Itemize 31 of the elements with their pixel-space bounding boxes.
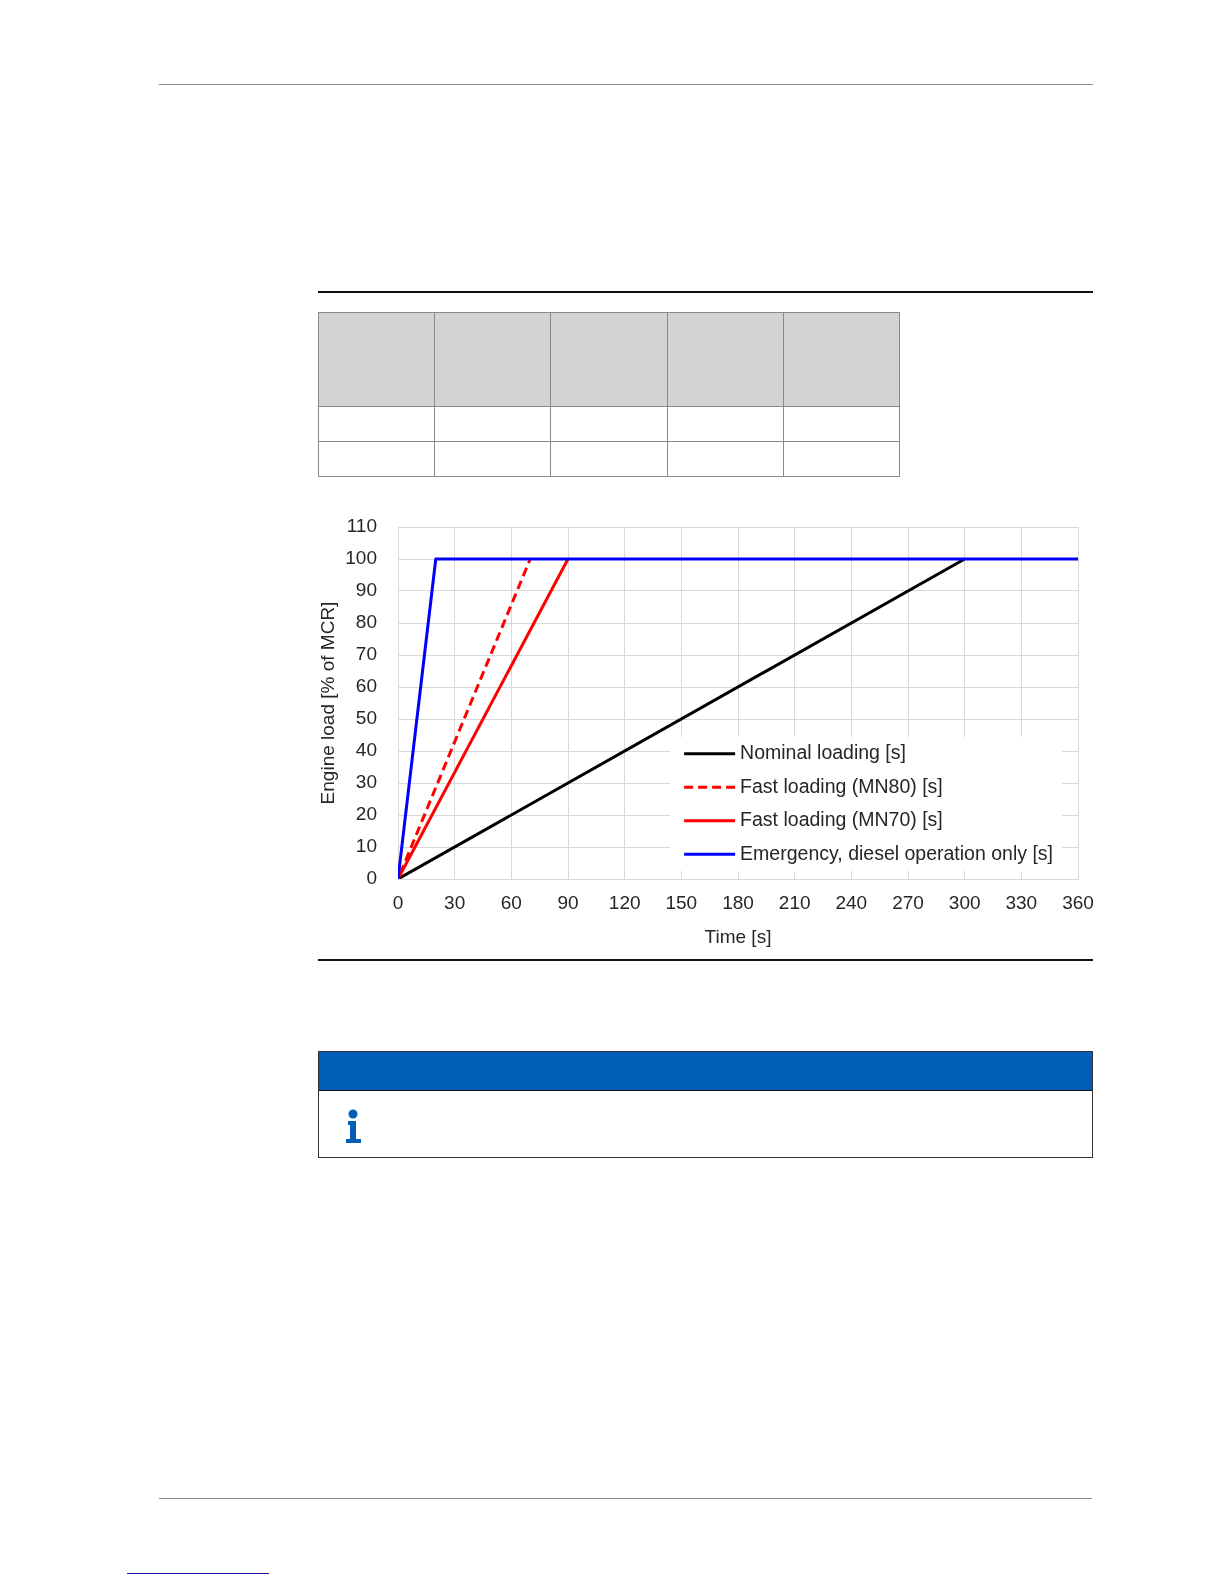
x-tick-label: 60: [500, 891, 522, 913]
x-tick-label: 30: [444, 891, 466, 913]
x-tick-label: 240: [835, 891, 868, 913]
legend-label: Nominal loading [s]: [740, 741, 906, 764]
x-tick-label: 210: [778, 891, 811, 913]
y-tick-label: 70: [355, 643, 377, 665]
legend-label: Fast loading (MN70) [s]: [740, 808, 943, 831]
legend-label: Emergency, diesel operation only [s]: [740, 841, 1054, 864]
y-tick-label: 10: [355, 835, 377, 857]
legend-label: Fast loading (MN80) [s]: [740, 774, 943, 797]
x-tick-label: 300: [948, 891, 981, 913]
y-tick-label: 100: [345, 547, 377, 569]
y-tick-label: 80: [355, 611, 377, 633]
y-tick-label: 0: [366, 867, 377, 889]
y-tick-label: 30: [355, 771, 377, 793]
x-tick-label: 180: [722, 891, 754, 913]
y-tick-label: 40: [355, 739, 377, 761]
x-tick-label: 120: [608, 891, 641, 913]
y-tick-label: 90: [355, 579, 377, 601]
y-tick-label: 20: [355, 803, 377, 825]
x-tick-label: 330: [1005, 891, 1038, 913]
x-tick-label: 360: [1062, 891, 1094, 913]
y-tick-label: 50: [355, 707, 377, 729]
y-tick-label: 110: [346, 515, 377, 537]
x-axis-title: Time [s]: [704, 925, 772, 947]
y-tick-label: 60: [355, 675, 377, 697]
x-tick-label: 270: [892, 891, 924, 913]
x-tick-label: 90: [557, 891, 579, 913]
x-tick-label: 0: [392, 891, 404, 913]
x-tick-label: 150: [665, 891, 698, 913]
y-axis-title: Engine load [% of MCR]: [316, 601, 338, 805]
